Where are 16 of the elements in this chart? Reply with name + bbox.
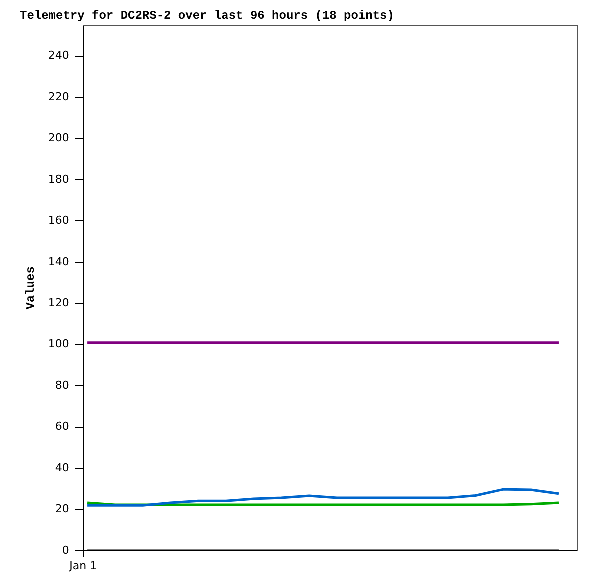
y-axis-title: Values <box>24 266 38 310</box>
y-tick-label: 80 <box>55 378 70 392</box>
y-tick-label: 240 <box>48 49 70 62</box>
y-tick-label: 40 <box>55 461 70 474</box>
y-tick-label: 200 <box>48 132 70 145</box>
y-tick-label: 20 <box>55 502 70 516</box>
text: Jan 1 <box>68 559 98 572</box>
y-tick-label: 120 <box>48 296 70 310</box>
y-tick-label: 180 <box>48 172 70 186</box>
y-tick-label: 220 <box>48 90 70 104</box>
y-tick-label: 140 <box>48 255 70 268</box>
y-tick-label: 100 <box>48 338 70 351</box>
y-tick-label: 160 <box>48 214 70 228</box>
chart-title: Telemetry for DC2RS-2 over last 96 hours (18 points) <box>20 9 394 24</box>
y-tick-label: 0 <box>62 544 70 557</box>
y-tick-label: 60 <box>55 420 70 434</box>
